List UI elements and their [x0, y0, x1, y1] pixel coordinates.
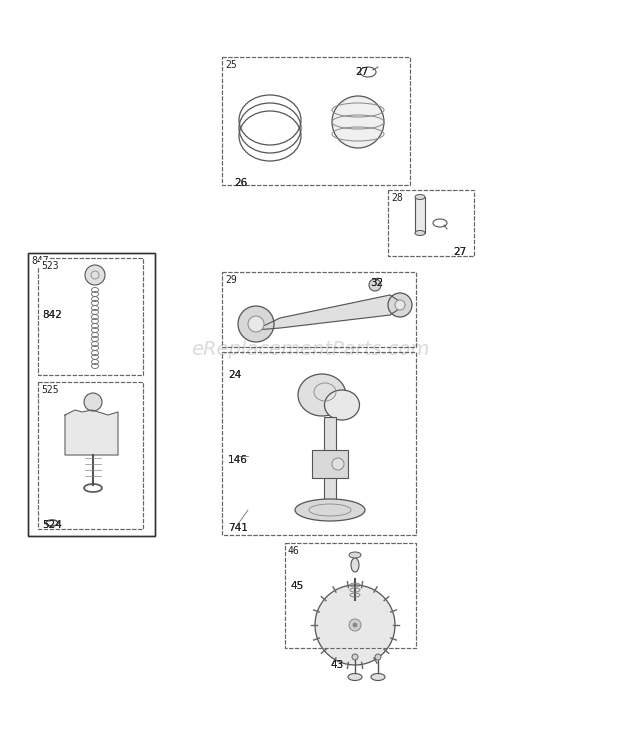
Circle shape	[388, 293, 412, 317]
Circle shape	[395, 300, 405, 310]
Text: 43: 43	[330, 660, 343, 670]
Bar	[222, 57, 410, 185]
Text: 28: 28	[391, 193, 403, 203]
Bar	[415, 197, 425, 233]
Text: 524: 524	[42, 520, 62, 530]
Text: 28: 28	[391, 193, 403, 203]
Circle shape	[248, 316, 264, 332]
Ellipse shape	[298, 374, 346, 416]
Text: 525: 525	[41, 385, 59, 395]
Text: 842: 842	[42, 310, 62, 320]
Circle shape	[375, 654, 381, 660]
Text: 741: 741	[228, 523, 248, 533]
Text: 27: 27	[355, 67, 368, 77]
Bar	[388, 190, 474, 256]
Text: 45: 45	[290, 581, 303, 591]
Polygon shape	[255, 295, 405, 330]
Bar	[285, 543, 416, 648]
Ellipse shape	[324, 390, 360, 420]
Text: 27: 27	[453, 247, 466, 257]
Text: 26: 26	[234, 178, 247, 188]
Bar	[28, 253, 155, 536]
Bar	[222, 352, 416, 535]
Bar	[285, 543, 416, 648]
Text: 29: 29	[225, 275, 237, 285]
Text: 25: 25	[225, 60, 237, 70]
Text: eReplacementParts.com: eReplacementParts.com	[191, 340, 429, 359]
Bar	[388, 190, 474, 256]
Text: 45: 45	[290, 581, 303, 591]
Text: 146: 146	[228, 455, 248, 465]
Text: 524: 524	[42, 520, 62, 530]
Text: 43: 43	[330, 660, 343, 670]
Text: 26: 26	[234, 178, 247, 188]
Text: 847: 847	[31, 256, 48, 266]
Ellipse shape	[415, 194, 425, 199]
Ellipse shape	[332, 96, 384, 148]
Text: 847: 847	[31, 256, 48, 266]
Bar	[28, 253, 155, 536]
Ellipse shape	[371, 673, 385, 681]
Text: 46: 46	[288, 546, 299, 556]
Bar	[38, 258, 143, 375]
Ellipse shape	[348, 673, 362, 681]
Text: 523: 523	[41, 261, 59, 271]
Circle shape	[352, 654, 358, 660]
Circle shape	[315, 585, 395, 665]
Ellipse shape	[349, 552, 361, 558]
Circle shape	[238, 306, 274, 342]
Text: 24: 24	[228, 370, 241, 380]
Circle shape	[349, 619, 361, 631]
Ellipse shape	[351, 558, 359, 572]
Polygon shape	[65, 410, 118, 455]
Bar	[222, 57, 410, 185]
Ellipse shape	[415, 231, 425, 236]
Circle shape	[85, 265, 105, 285]
Text: 24: 24	[228, 370, 241, 380]
Text: 27: 27	[355, 67, 368, 77]
Text: 32: 32	[370, 278, 383, 288]
Bar	[222, 272, 416, 347]
Circle shape	[369, 279, 381, 291]
Bar	[312, 450, 348, 478]
Text: 27: 27	[453, 247, 466, 257]
Ellipse shape	[295, 499, 365, 521]
Bar	[38, 258, 143, 375]
Text: 25: 25	[225, 60, 237, 70]
Circle shape	[84, 393, 102, 411]
Bar	[222, 272, 416, 347]
Text: 741: 741	[228, 523, 248, 533]
Bar	[38, 382, 143, 529]
Bar	[324, 417, 336, 505]
Bar	[222, 352, 416, 535]
Bar	[38, 382, 143, 529]
Text: 523: 523	[41, 261, 59, 271]
Text: 146: 146	[228, 455, 248, 465]
Circle shape	[332, 458, 344, 470]
Text: 525: 525	[41, 385, 59, 395]
Text: 32: 32	[370, 278, 383, 288]
Circle shape	[353, 623, 357, 627]
Text: 29: 29	[225, 275, 237, 285]
Text: 46: 46	[288, 546, 299, 556]
Text: 842: 842	[42, 310, 62, 320]
